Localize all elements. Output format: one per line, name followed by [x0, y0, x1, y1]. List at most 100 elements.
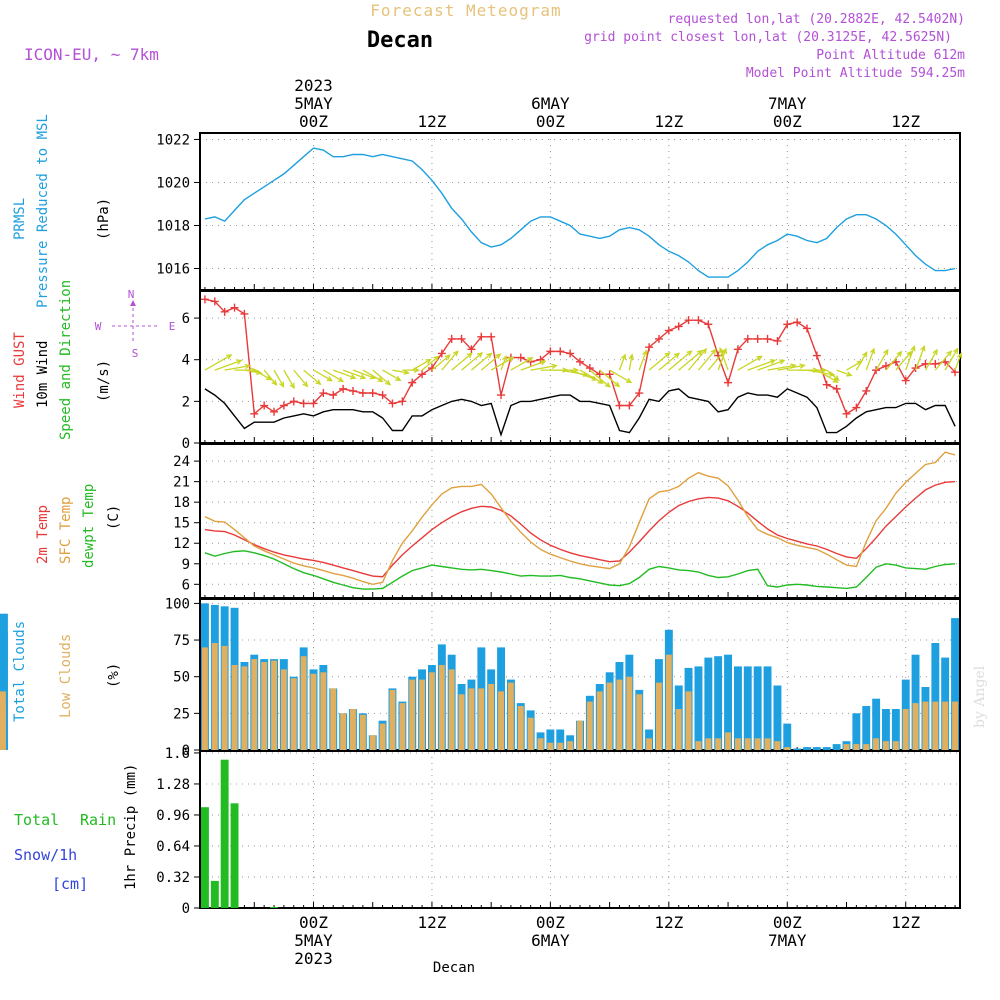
wind-gust-marker: [852, 403, 861, 412]
wind-label-speed-dir: Speed and Direction: [58, 280, 74, 440]
clouds-bar-1: [458, 694, 465, 750]
wind-arrow: [352, 369, 376, 379]
top-axis-label: 12Z: [417, 112, 446, 131]
wind-arrowhead: [920, 344, 926, 352]
clouds-bar-1: [527, 717, 534, 750]
wind-arrow: [767, 364, 796, 371]
clouds-bar-0: [951, 618, 959, 750]
cloud-label-total: Total Clouds: [12, 621, 28, 722]
wind-arrow: [421, 356, 439, 371]
wind-arrowhead: [326, 376, 334, 382]
wind-gust-marker: [615, 401, 624, 410]
precip-label-rain: Rain: [80, 811, 116, 829]
wind-panel: 0 2 4 6: [182, 290, 963, 452]
wind-gust-marker: [832, 384, 841, 393]
clouds-bar-0: [763, 666, 772, 750]
clouds-bar-1: [389, 689, 396, 750]
wind-gust-marker: [842, 409, 851, 418]
wind-arrow: [569, 369, 597, 381]
clouds-ytick-label: 75: [173, 633, 190, 649]
bottom-axis-label: 12Z: [654, 913, 683, 932]
clouds-bar-1: [557, 742, 564, 750]
wind-arrow: [283, 369, 295, 389]
clouds-bar-0: [832, 744, 841, 750]
wind-gust-marker: [348, 386, 357, 395]
wind-arrowhead: [932, 348, 938, 356]
wind-arrowhead: [869, 347, 876, 355]
temp-unit: (C): [106, 505, 122, 530]
top-axis-label: 2023: [294, 76, 333, 95]
wind-gust-marker: [576, 357, 584, 366]
wind-arrow: [648, 352, 670, 371]
clouds-bar-1: [261, 662, 268, 750]
wind-arrow: [520, 360, 546, 371]
clouds-bar-0: [556, 729, 565, 750]
clouds-bar-0: [783, 723, 792, 750]
wind-gust-marker: [773, 336, 782, 345]
clouds-bar-1: [626, 676, 633, 750]
wind-arrow: [719, 348, 729, 371]
wind-gust-marker: [724, 378, 733, 387]
wind-arrow: [609, 369, 632, 383]
wind-arrow: [303, 369, 321, 385]
wind-arrowhead: [710, 348, 717, 355]
wind-arrowhead: [664, 352, 671, 358]
wind-arrowhead: [384, 379, 392, 386]
wind-gust-marker: [556, 347, 565, 356]
wind-arrowhead: [236, 359, 243, 365]
wind-arrowhead: [906, 350, 913, 357]
clouds-bar-1: [863, 744, 870, 750]
clouds-bar-1: [419, 679, 425, 750]
wind-gust-marker: [230, 303, 239, 312]
clouds-bar-0: [793, 748, 802, 750]
wind-arrow: [747, 359, 776, 371]
bottom-axis-label: 5MAY: [294, 931, 333, 950]
clouds-bar-1: [0, 706, 6, 750]
compass-s: S: [132, 347, 139, 360]
clouds-bar-1: [754, 738, 761, 750]
wind-arrow: [865, 348, 875, 371]
temp-ytick-label: 9: [182, 557, 190, 573]
wind-arrow: [214, 359, 242, 371]
wind-arrowhead: [495, 353, 502, 360]
clouds-bar-0: [803, 747, 811, 750]
clouds-bar-1: [942, 701, 949, 750]
precip-panel: 0 0.32 0.64 0.96 1.28 1.6: [156, 746, 961, 917]
wind-gust-marker: [408, 378, 417, 387]
clouds-bar-1: [202, 647, 208, 750]
top-axis-label: 6MAY: [531, 94, 570, 113]
clouds-bar-0: [931, 643, 940, 750]
requested-point: requested lon,lat (20.2882E, 42.5402N): [668, 12, 965, 27]
clouds-bar-0: [882, 709, 890, 750]
clouds-bar-1: [616, 679, 623, 750]
wind-arrow: [441, 350, 459, 371]
wind-arrowhead: [597, 378, 604, 384]
wind-gust-marker: [931, 359, 940, 368]
clouds-bar-1: [359, 714, 366, 750]
wind-arrow: [431, 354, 451, 371]
clouds-bar-1: [715, 738, 722, 750]
wind-gust-marker: [546, 347, 555, 356]
precip-bar-0: [210, 880, 219, 908]
wind-gust-marker: [477, 332, 486, 341]
precip-panel-labels: Total Rain Snow/1h [cm] 1hr Precip (mm): [14, 764, 139, 893]
wind-arrowhead: [625, 377, 633, 384]
wind-arrow: [500, 355, 507, 371]
clouds-bar-0: [704, 657, 713, 750]
wind-arrow: [372, 369, 391, 386]
wind-gust-marker: [862, 386, 871, 395]
wind-gust-marker: [309, 399, 318, 408]
wind-arrow: [480, 353, 501, 371]
wind-arrow: [905, 346, 915, 371]
clouds-bar-1: [567, 741, 574, 750]
clouds-bar-1: [537, 738, 544, 750]
wind-arrow: [560, 369, 589, 376]
wind-arrow: [836, 369, 852, 377]
wind-label-gust: Wind GUST: [12, 332, 28, 408]
clouds-ytick-label: 0: [182, 743, 190, 759]
wind-arrow: [471, 352, 492, 371]
cloud-label-low: Low Clouds: [58, 634, 74, 718]
bottom-axis-label: 00Z: [773, 913, 802, 932]
precip-bar-0: [201, 807, 209, 908]
